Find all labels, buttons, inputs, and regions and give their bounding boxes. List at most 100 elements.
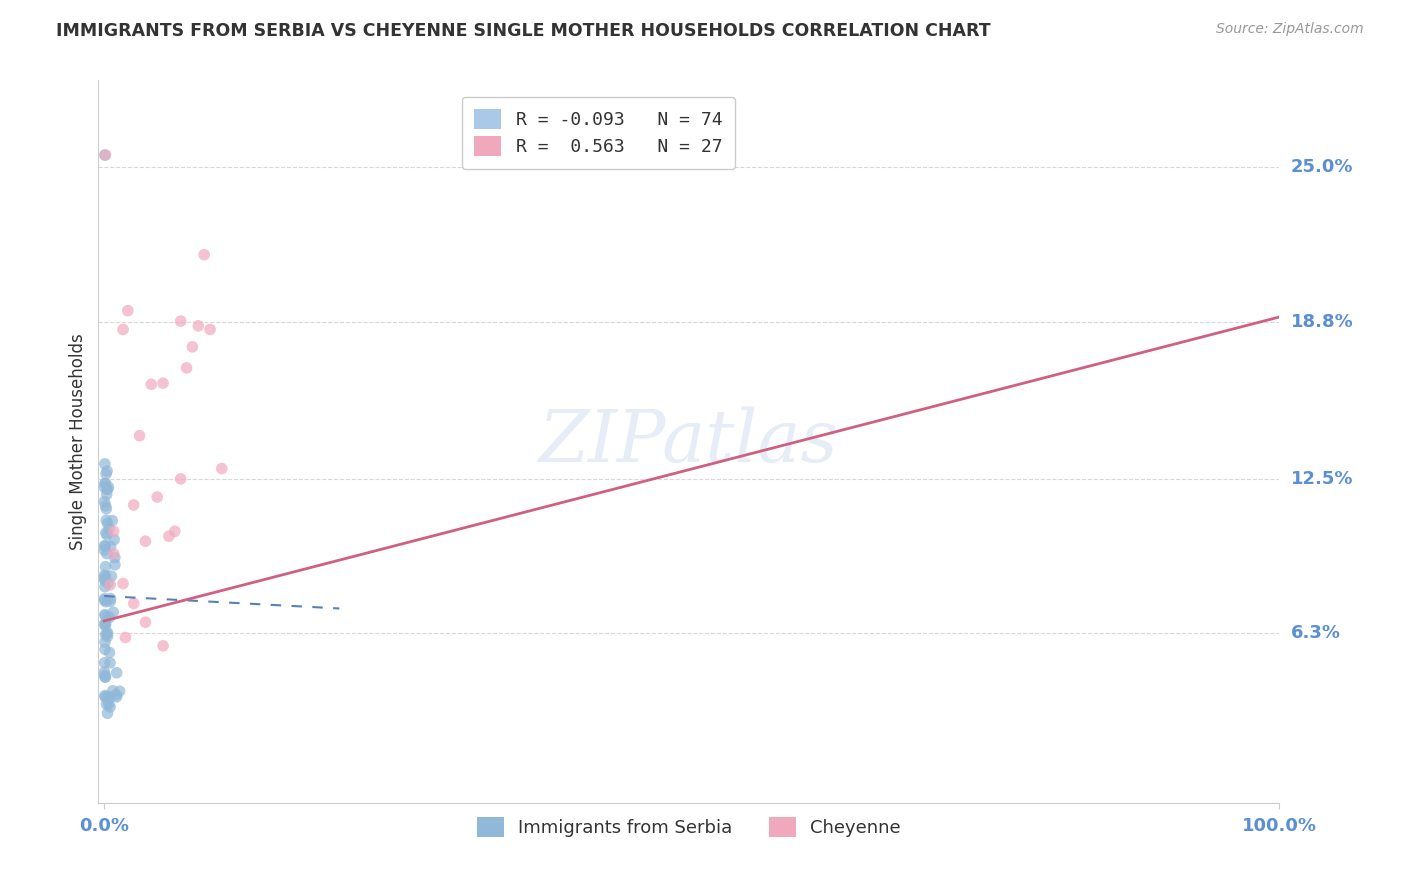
Point — [181, 340, 204, 354]
Point — [170, 472, 193, 486]
Point — [94, 574, 117, 588]
Point — [93, 665, 115, 680]
Point — [97, 516, 120, 531]
Point — [96, 501, 118, 516]
Point — [101, 514, 124, 528]
Text: IMMIGRANTS FROM SERBIA VS CHEYENNE SINGLE MOTHER HOUSEHOLDS CORRELATION CHART: IMMIGRANTS FROM SERBIA VS CHEYENNE SINGL… — [56, 22, 991, 40]
Point — [94, 616, 117, 631]
Point — [112, 322, 135, 336]
Point — [100, 591, 122, 606]
Point — [105, 688, 128, 702]
Point — [98, 594, 121, 608]
Point — [93, 494, 115, 508]
Point — [94, 580, 117, 594]
Point — [94, 148, 117, 162]
Point — [98, 700, 121, 714]
Text: 12.5%: 12.5% — [1291, 470, 1353, 488]
Point — [112, 576, 135, 591]
Point — [94, 635, 117, 649]
Point — [94, 476, 117, 491]
Point — [94, 690, 117, 704]
Point — [94, 668, 117, 682]
Text: 25.0%: 25.0% — [1291, 159, 1353, 177]
Point — [96, 706, 118, 721]
Point — [157, 529, 180, 543]
Point — [94, 670, 117, 684]
Point — [122, 498, 145, 512]
Point — [122, 597, 145, 611]
Point — [176, 360, 198, 375]
Point — [141, 377, 163, 392]
Point — [96, 627, 118, 641]
Point — [94, 467, 117, 481]
Point — [103, 533, 125, 547]
Point — [97, 483, 120, 497]
Point — [98, 656, 121, 670]
Point — [93, 572, 115, 586]
Point — [96, 690, 118, 704]
Point — [198, 322, 221, 336]
Point — [94, 525, 117, 540]
Text: ZIPatlas: ZIPatlas — [538, 406, 839, 477]
Point — [163, 524, 186, 539]
Point — [105, 665, 128, 680]
Point — [93, 656, 115, 670]
Point — [170, 314, 193, 328]
Point — [94, 595, 117, 609]
Point — [93, 568, 115, 582]
Point — [98, 690, 121, 705]
Point — [94, 689, 117, 703]
Point — [94, 559, 117, 574]
Point — [103, 547, 125, 561]
Point — [98, 578, 121, 592]
Y-axis label: Single Mother Households: Single Mother Households — [69, 334, 87, 549]
Point — [104, 558, 127, 572]
Point — [152, 639, 174, 653]
Point — [97, 576, 120, 591]
Point — [94, 670, 117, 684]
Point — [96, 482, 118, 496]
Point — [117, 303, 139, 318]
Point — [94, 539, 117, 553]
Point — [98, 646, 121, 660]
Point — [96, 630, 118, 644]
Point — [94, 608, 117, 623]
Point — [100, 539, 122, 553]
Point — [134, 534, 156, 549]
Point — [94, 148, 117, 162]
Point — [103, 524, 125, 539]
Point — [96, 547, 118, 561]
Point — [146, 490, 169, 504]
Text: Source: ZipAtlas.com: Source: ZipAtlas.com — [1216, 22, 1364, 37]
Point — [94, 569, 117, 583]
Text: 18.8%: 18.8% — [1291, 313, 1354, 331]
Point — [193, 248, 215, 262]
Point — [93, 591, 115, 606]
Point — [94, 627, 117, 641]
Point — [101, 683, 124, 698]
Point — [94, 642, 117, 657]
Point — [93, 617, 115, 632]
Point — [97, 522, 120, 536]
Point — [94, 457, 117, 471]
Point — [211, 461, 233, 475]
Point — [94, 618, 117, 632]
Point — [96, 697, 118, 711]
Point — [187, 318, 209, 333]
Point — [134, 615, 156, 630]
Point — [128, 428, 150, 442]
Point — [93, 480, 115, 494]
Point — [105, 690, 128, 704]
Point — [94, 539, 117, 553]
Point — [94, 607, 117, 622]
Point — [152, 376, 174, 391]
Point — [98, 610, 121, 624]
Point — [96, 513, 118, 527]
Point — [93, 593, 115, 607]
Point — [103, 605, 125, 619]
Legend: Immigrants from Serbia, Cheyenne: Immigrants from Serbia, Cheyenne — [470, 810, 908, 845]
Point — [96, 487, 118, 501]
Text: 6.3%: 6.3% — [1291, 624, 1340, 642]
Point — [96, 528, 118, 542]
Point — [94, 499, 117, 513]
